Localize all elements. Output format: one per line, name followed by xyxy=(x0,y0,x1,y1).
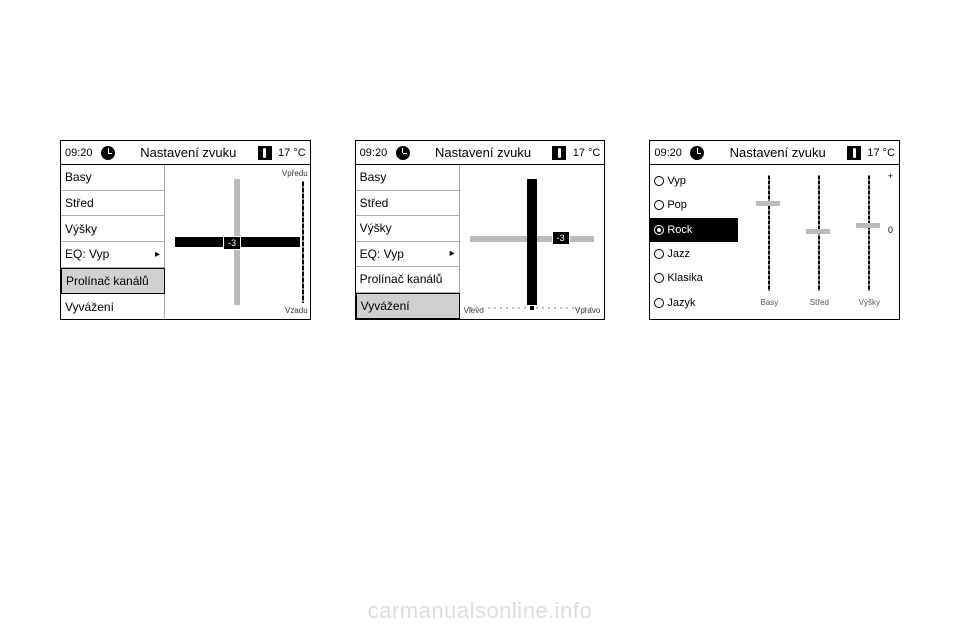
fader-visualization: -3 Vpředu Vzadu xyxy=(165,165,310,319)
thermometer-icon xyxy=(258,146,272,160)
menu-item-bass[interactable]: Basy xyxy=(356,165,460,191)
eq-preset-jazz[interactable]: Jazz xyxy=(650,242,738,266)
clock-time: 09:20 xyxy=(63,147,101,159)
menu-item-mid[interactable]: Střed xyxy=(61,191,165,217)
eq-preset-pop[interactable]: Pop xyxy=(650,193,738,217)
thermometer-icon xyxy=(847,146,861,160)
label-rear: Vzadu xyxy=(285,306,308,315)
cross-vertical xyxy=(527,179,537,305)
eq-col-treble xyxy=(868,175,870,291)
titlebar: 09:20 Nastavení zvuku 17 °C xyxy=(61,141,310,165)
panels-row: 09:20 Nastavení zvuku 17 °C Basy Střed V… xyxy=(0,0,960,320)
page-title: Nastavení zvuku xyxy=(708,145,847,160)
temperature: 17 °C xyxy=(274,147,308,159)
eq-preset-classic[interactable]: Klasika xyxy=(650,266,738,290)
balance-knob[interactable]: -3 xyxy=(552,231,570,245)
clock-icon xyxy=(101,146,115,160)
page-title: Nastavení zvuku xyxy=(119,145,258,160)
label-right: Vpravo xyxy=(575,306,600,315)
label-front: Vpředu xyxy=(282,169,308,178)
menu-item-treble[interactable]: Výšky xyxy=(61,216,165,242)
chevron-right-icon: ▸ xyxy=(450,248,455,259)
panel-eq: 09:20 Nastavení zvuku 17 °C Vyp Pop Rock… xyxy=(649,140,900,320)
eq-preset-off[interactable]: Vyp xyxy=(650,169,738,193)
panel-fader: 09:20 Nastavení zvuku 17 °C Basy Střed V… xyxy=(60,140,311,320)
clock-icon xyxy=(690,146,704,160)
panel-body: Vyp Pop Rock Jazz Klasika Jazyk + 0 Basy… xyxy=(650,165,899,319)
balance-visualization: -3 Vlevo Vpravo xyxy=(460,165,605,319)
menu-item-eq[interactable]: EQ: Vyp▸ xyxy=(356,242,460,268)
clock-time: 09:20 xyxy=(358,147,396,159)
radio-icon xyxy=(654,298,664,308)
panel-body: Basy Střed Výšky EQ: Vyp▸ Prolínač kanál… xyxy=(61,165,310,319)
radio-icon xyxy=(654,176,664,186)
clock-icon xyxy=(396,146,410,160)
menu-item-fader[interactable]: Prolínač kanálů xyxy=(61,268,165,295)
menu-item-bass[interactable]: Basy xyxy=(61,165,165,191)
watermark: carmanualsonline.info xyxy=(0,598,960,624)
menu-item-eq[interactable]: EQ: Vyp▸ xyxy=(61,242,165,268)
titlebar: 09:20 Nastavení zvuku 17 °C xyxy=(650,141,899,165)
eq-col-bass xyxy=(768,175,770,291)
menu-item-treble[interactable]: Výšky xyxy=(356,216,460,242)
temperature: 17 °C xyxy=(863,147,897,159)
thermometer-icon xyxy=(552,146,566,160)
clock-time: 09:20 xyxy=(652,147,690,159)
radio-icon xyxy=(654,273,664,283)
page-title: Nastavení zvuku xyxy=(414,145,553,160)
eq-slider-bass[interactable] xyxy=(756,201,780,206)
chevron-right-icon: ▸ xyxy=(155,249,160,260)
radio-icon xyxy=(654,200,664,210)
temperature: 17 °C xyxy=(568,147,602,159)
titlebar: 09:20 Nastavení zvuku 17 °C xyxy=(356,141,605,165)
sound-menu: Basy Střed Výšky EQ: Vyp▸ Prolínač kanál… xyxy=(61,165,165,319)
menu-item-balance[interactable]: Vyvážení xyxy=(356,293,460,320)
eq-preset-rock[interactable]: Rock xyxy=(650,218,738,242)
zero-mark: 0 xyxy=(888,225,893,235)
eq-preset-menu: Vyp Pop Rock Jazz Klasika Jazyk xyxy=(650,165,738,319)
eq-label-mid: Střed xyxy=(810,298,829,307)
label-left: Vlevo xyxy=(464,306,484,315)
panel-body: Basy Střed Výšky EQ: Vyp▸ Prolínač kanál… xyxy=(356,165,605,319)
fader-knob[interactable]: -3 xyxy=(223,236,241,250)
menu-item-balance[interactable]: Vyvážení xyxy=(61,294,165,319)
eq-label-treble: Výšky xyxy=(859,298,880,307)
eq-preset-speech[interactable]: Jazyk xyxy=(650,291,738,315)
menu-item-mid[interactable]: Střed xyxy=(356,191,460,217)
eq-slider-mid[interactable] xyxy=(806,229,830,234)
sound-menu: Basy Střed Výšky EQ: Vyp▸ Prolínač kanál… xyxy=(356,165,460,319)
eq-slider-treble[interactable] xyxy=(856,223,880,228)
radio-icon xyxy=(654,249,664,259)
plus-mark: + xyxy=(888,171,893,181)
panel-balance: 09:20 Nastavení zvuku 17 °C Basy Střed V… xyxy=(355,140,606,320)
eq-label-bass: Basy xyxy=(760,298,778,307)
radio-icon xyxy=(654,225,664,235)
menu-item-fader[interactable]: Prolínač kanálů xyxy=(356,267,460,293)
scale-dots xyxy=(302,181,304,303)
eq-sliders: + 0 Basy Střed Výšky xyxy=(738,165,899,319)
